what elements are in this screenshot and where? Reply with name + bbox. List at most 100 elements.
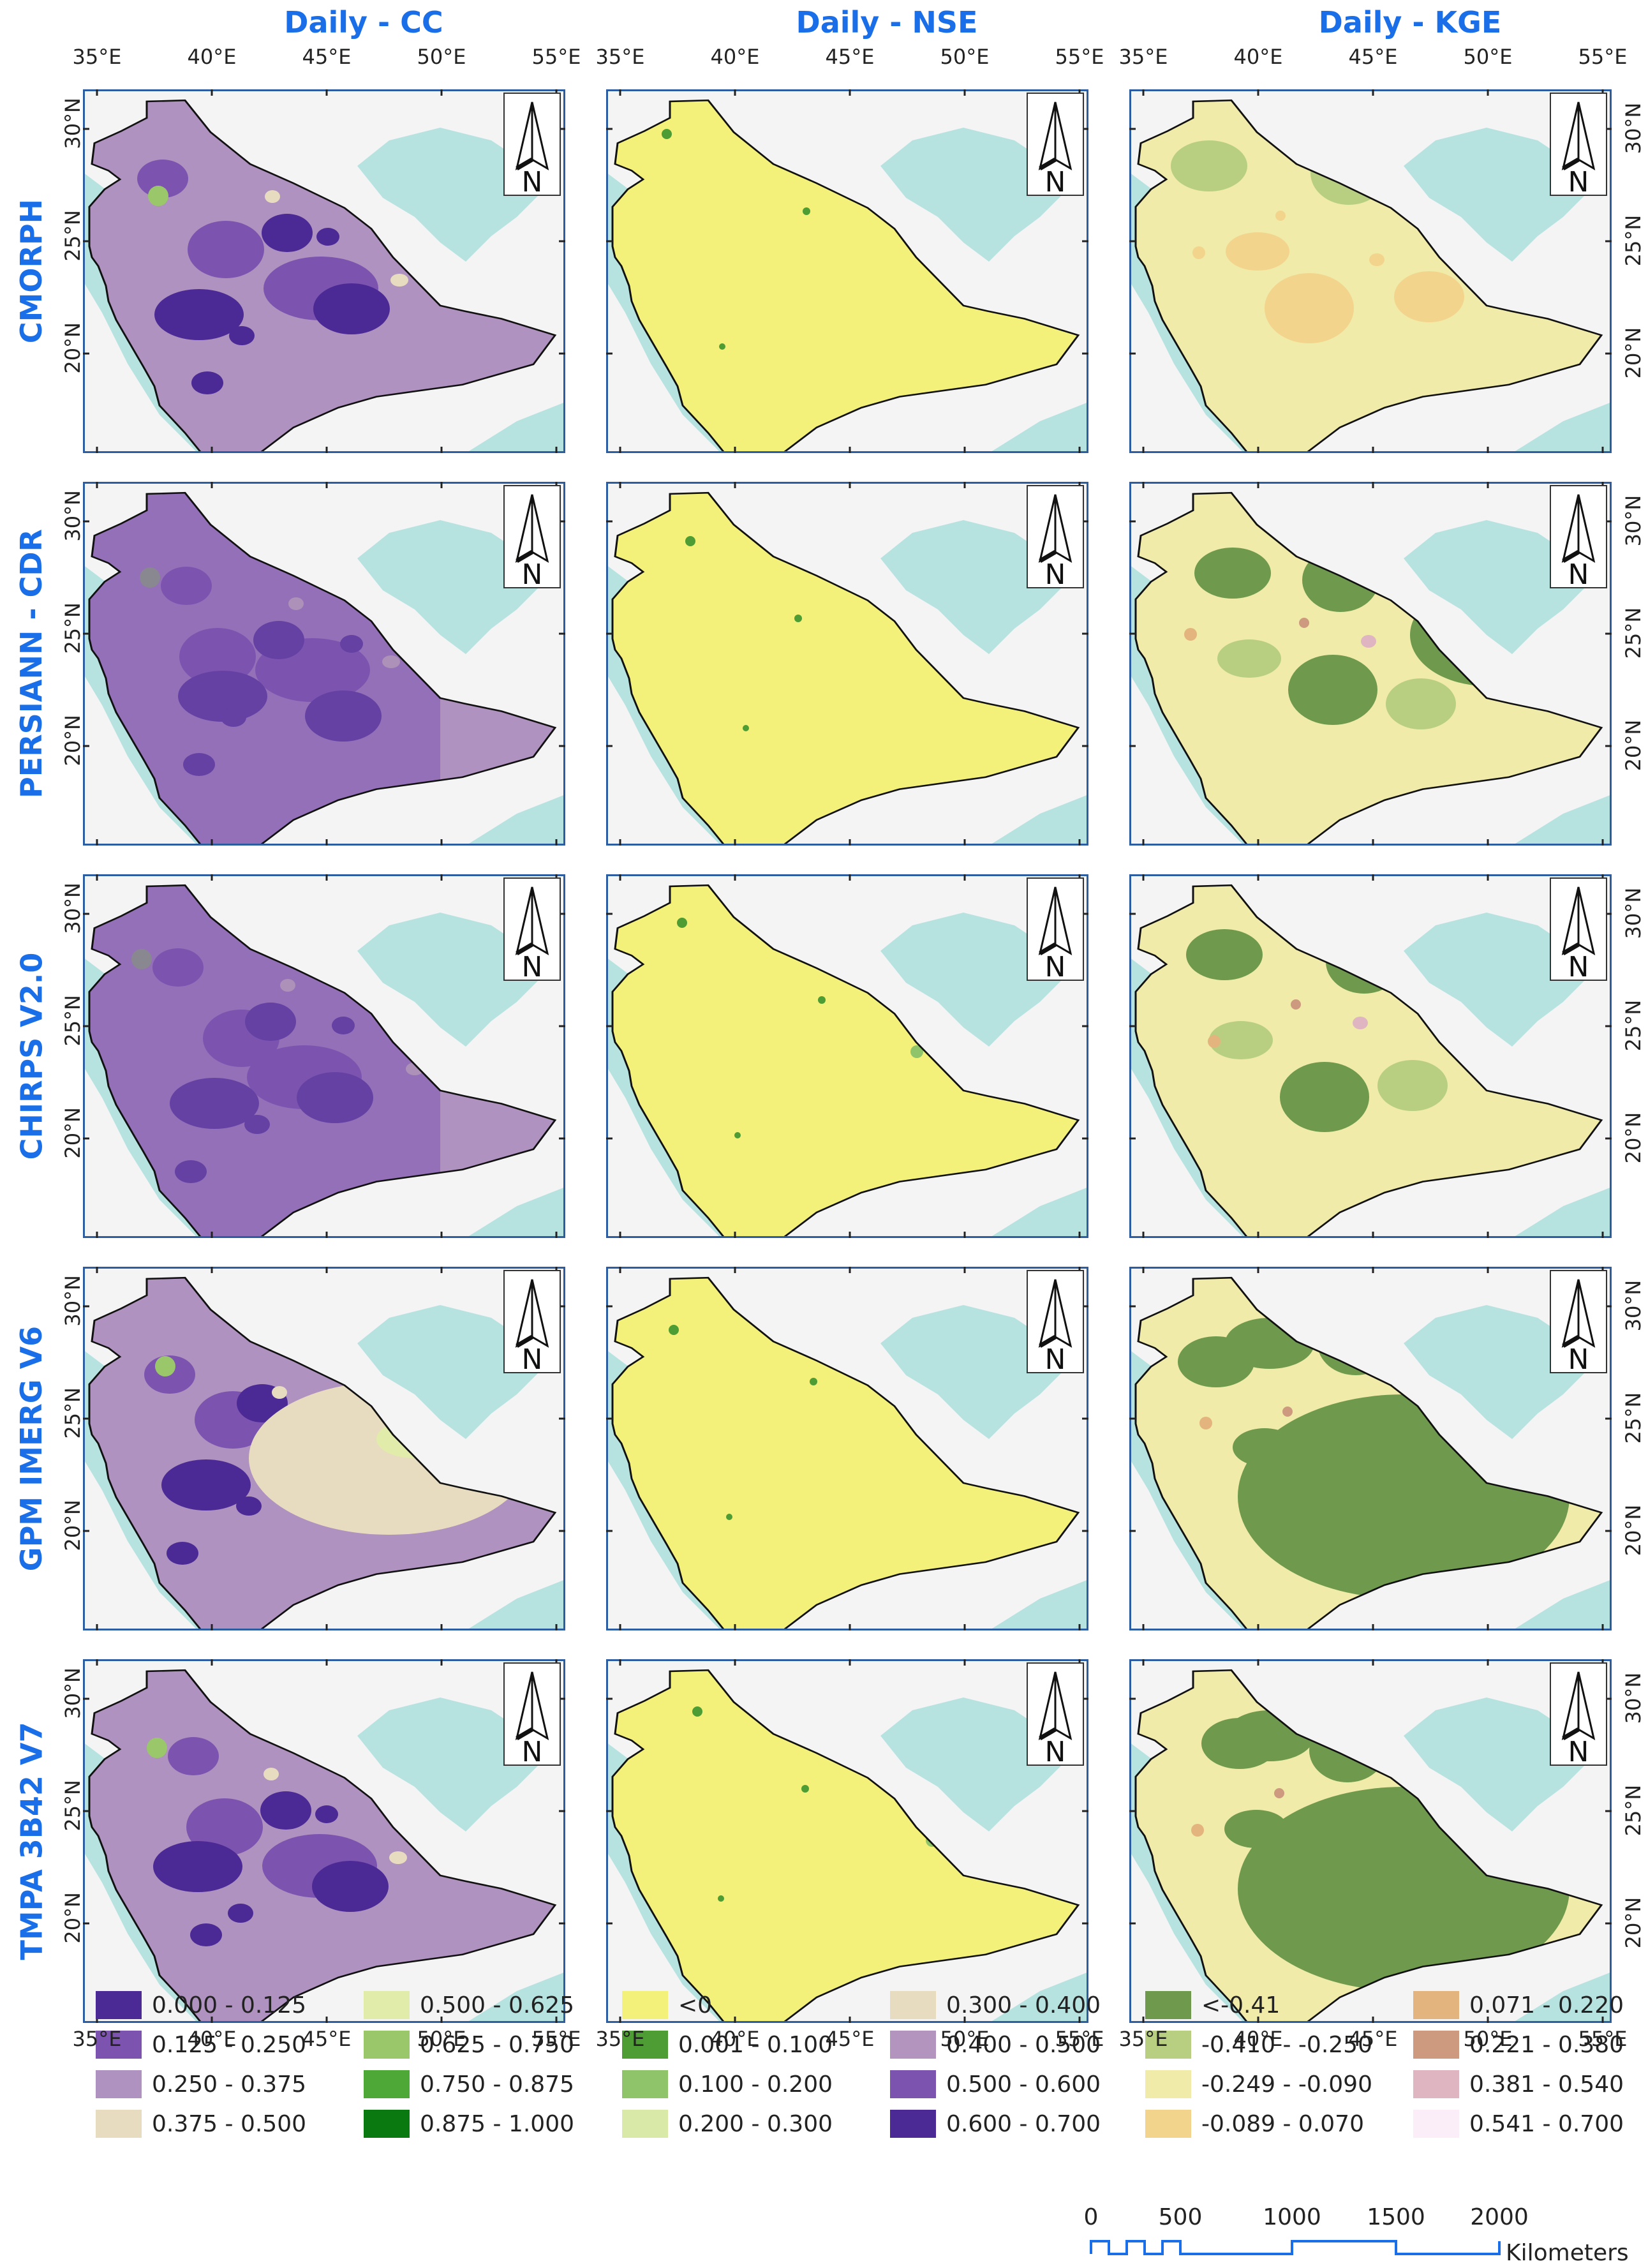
arabian-sea [1512,1972,1612,2023]
persian-gulf [880,913,1065,1047]
lon-label: 55°E [531,45,581,69]
value-zone [236,1496,262,1516]
north-arrow-icon: N [503,1662,561,1768]
lat-label: 30°N [1621,102,1645,154]
lon-label: 45°E [1348,45,1398,69]
lat-label: 20°N [61,1892,85,1944]
legend-swatch [622,2070,668,2098]
legend-item: 0.221 - 0.380 [1413,2031,1624,2059]
row-label-chirps: CHIRPS V2.0 [14,952,48,1160]
legend-swatch [1413,2070,1459,2098]
value-zone [692,1706,702,1717]
lon-label: 45°E [825,45,875,69]
value-zone [677,918,687,928]
lon-label: 55°E [1055,45,1104,69]
value-zone [1184,628,1197,641]
persian-gulf [1404,520,1589,654]
legend-label: 0.250 - 0.375 [152,2071,306,2098]
legend-label: 0.125 - 0.250 [152,2031,306,2058]
legend-item: 0.100 - 0.200 [622,2070,833,2098]
lat-label: 20°N [1621,1504,1645,1556]
map-panel: N [83,89,565,453]
legend-item: 0.200 - 0.300 [622,2110,833,2138]
country-outline [88,884,557,1238]
persian-gulf [880,128,1065,262]
country-outline [611,884,1080,1238]
legend-cc: 0.000 - 0.125 0.125 - 0.250 0.250 - 0.375 0… [96,1991,593,2182]
value-zone [229,326,255,345]
lat-label: 25°N [61,602,85,654]
lon-label: 50°E [940,45,990,69]
legend-swatch [1145,2031,1191,2059]
map-svg: N [1129,89,1612,453]
country-fill [1136,885,1601,1238]
value-zone [743,725,749,731]
legend-item: -0.089 - 0.070 [1145,2110,1364,2138]
lon-label: 55°E [1578,45,1628,69]
legend-item: 0.250 - 0.375 [96,2070,306,2098]
value-zone [264,1768,279,1780]
country-outline [88,1669,557,2023]
panel-frame [83,89,565,453]
legend-item: 0.125 - 0.250 [96,2031,306,2059]
value-zone [1282,1406,1293,1417]
lat-label: 20°N [1621,1112,1645,1164]
value-zone [147,1738,167,1758]
row-label-cmorph: CMORPH [14,198,48,344]
lat-label: 20°N [1621,1897,1645,1949]
value-zone [1199,1417,1212,1429]
panel-frame [1129,482,1612,846]
arabian-sea [1512,1187,1612,1238]
north-label: N [1045,166,1066,198]
north-label: N [522,166,543,198]
north-arrow-icon: N [503,1270,561,1376]
country-outline [88,99,557,453]
persian-gulf [880,520,1065,654]
north-label: N [1568,558,1589,591]
north-label: N [1045,558,1066,591]
legend-swatch [622,2110,668,2138]
lon-label: 55°E [531,2027,581,2051]
country-outline [611,491,1080,846]
value-zone [315,1805,338,1823]
legend-swatch [890,1991,936,2019]
legend-label: 0.100 - 0.200 [678,2071,833,2098]
map-panel: N [1129,1267,1612,1630]
lon-label: 35°E [595,2027,645,2051]
legend-item: 0.875 - 1.000 [364,2110,574,2138]
value-zone [313,283,390,334]
legend-swatch [364,2110,410,2138]
north-arrow-icon: N [1550,1270,1607,1376]
country-outline [1134,1276,1603,1630]
map-svg: N [606,89,1088,453]
legend-label: -0.249 - -0.090 [1201,2071,1372,2098]
country-outline [1134,491,1603,846]
panel-frame [606,1267,1088,1630]
map-svg: N [83,874,565,1238]
legend-kge: <-0.41 -0.410 - -0.250 -0.249 - -0.090 -0.0… [1145,1991,1643,2182]
value-zone [188,221,264,278]
lat-label: 30°N [61,490,85,542]
country-fill [612,1670,1078,2023]
value-zone [1171,140,1247,191]
country-outline [88,491,557,846]
scale-bar-line [1090,2240,1501,2255]
map-panel: N [606,874,1088,1238]
country-outline [611,1669,1080,2023]
lon-label: 35°E [1118,45,1168,69]
map-svg: N [83,1659,565,2023]
map-svg: N [1129,1267,1612,1630]
legend-swatch [96,2110,142,2138]
panel-frame [83,1267,565,1630]
legend-item: <0 [622,1991,712,2019]
lon-label: 35°E [72,45,122,69]
value-zone [389,1851,407,1864]
country-outline [611,1276,1080,1630]
legend-swatch [890,2110,936,2138]
lat-label: 25°N [1621,214,1645,267]
legend-swatch [96,2070,142,2098]
legend-item: 0.541 - 0.700 [1413,2110,1624,2138]
lat-label: 30°N [1621,887,1645,939]
value-zone [794,615,802,622]
map-svg: N [1129,874,1612,1238]
